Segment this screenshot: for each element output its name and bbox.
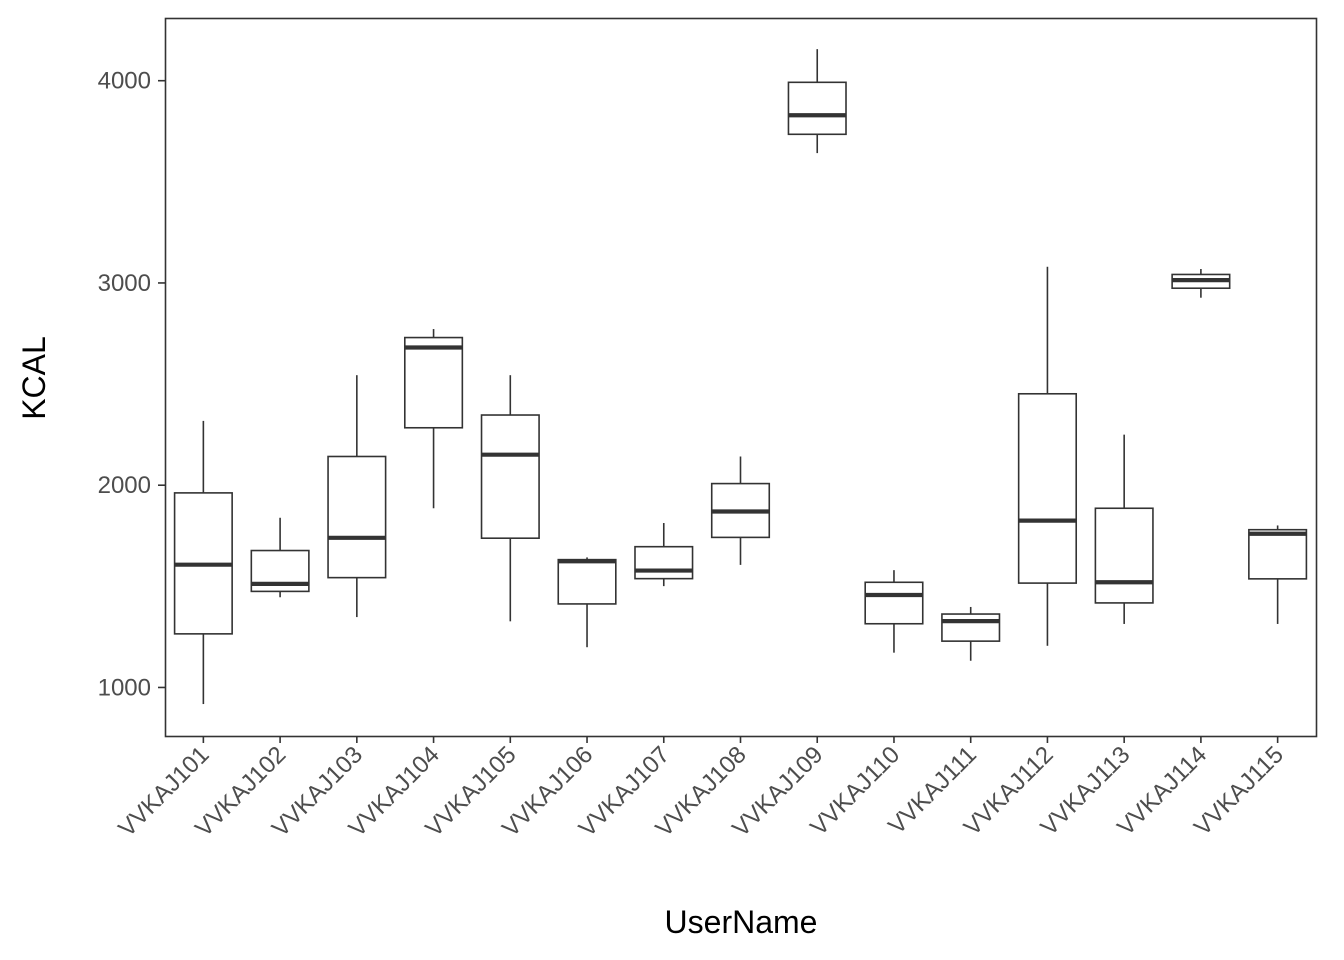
- box-vvkaj115: [1248, 525, 1308, 624]
- iqr-box: [787, 81, 847, 136]
- box-vvkaj107: [634, 523, 694, 587]
- box-vvkaj110: [864, 570, 924, 653]
- iqr-box: [1017, 392, 1078, 584]
- box-vvkaj109: [787, 49, 847, 154]
- iqr-box: [1248, 528, 1308, 580]
- y-tick-label: 2000: [98, 472, 151, 499]
- iqr-box: [403, 336, 464, 429]
- box-vvkaj102: [250, 517, 310, 598]
- box-vvkaj114: [1171, 268, 1231, 298]
- y-axis-title: KCAL: [16, 336, 52, 420]
- box-vvkaj101: [173, 420, 233, 705]
- box-vvkaj104: [403, 329, 464, 509]
- plot-panel-border: [164, 17, 1318, 738]
- boxes-layer: [173, 49, 1308, 705]
- iqr-box: [634, 545, 694, 580]
- box-vvkaj112: [1017, 266, 1078, 646]
- x-axis-title: UserName: [665, 904, 818, 940]
- y-tick-label: 4000: [98, 68, 151, 95]
- y-tick-label: 3000: [98, 270, 151, 297]
- iqr-box: [480, 414, 540, 539]
- iqr-box: [864, 581, 924, 625]
- box-vvkaj103: [327, 375, 387, 618]
- y-axis: 1000 2000 3000 4000: [98, 68, 165, 701]
- iqr-box: [941, 613, 1001, 642]
- box-vvkaj113: [1094, 434, 1154, 624]
- box-vvkaj106: [557, 557, 617, 648]
- box-vvkaj108: [710, 456, 771, 565]
- iqr-box: [1094, 507, 1154, 604]
- box-vvkaj105: [480, 375, 540, 622]
- x-axis: VVKAJ101VVKAJ102VVKAJ103VVKAJ104VVKAJ105…: [113, 736, 1289, 842]
- y-tick-label: 1000: [98, 674, 151, 701]
- box-vvkaj111: [941, 606, 1001, 661]
- iqr-box: [557, 558, 617, 605]
- iqr-box: [327, 455, 387, 579]
